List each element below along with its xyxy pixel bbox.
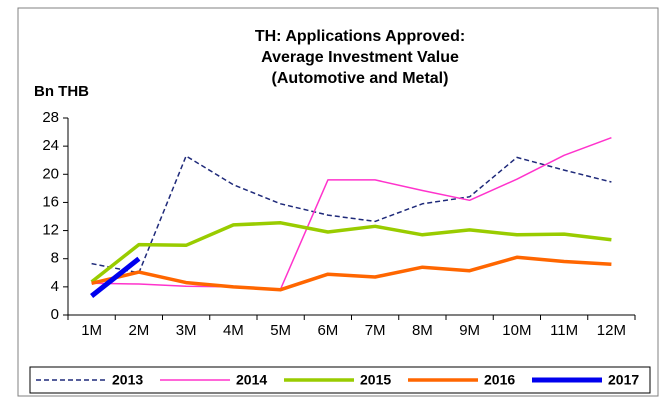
series-line bbox=[90, 256, 141, 298]
y-tick-label: 12 bbox=[42, 222, 59, 239]
x-tick-label: 4M bbox=[223, 322, 244, 339]
x-tick-label: 12M bbox=[597, 322, 626, 339]
x-tick-label: 8M bbox=[412, 322, 433, 339]
x-tick-label: 9M bbox=[459, 322, 480, 339]
series-line bbox=[91, 136, 612, 290]
y-tick-label: 16 bbox=[42, 193, 59, 210]
chart-title: TH: Applications Approved: bbox=[255, 28, 465, 45]
y-tick-label: 20 bbox=[42, 165, 59, 182]
legend-label: 2016 bbox=[484, 372, 515, 388]
x-tick-label: 10M bbox=[502, 322, 531, 339]
series-line bbox=[91, 255, 612, 292]
y-tick-label: 4 bbox=[51, 278, 59, 295]
x-tick-label: 1M bbox=[81, 322, 102, 339]
x-tick-label: 5M bbox=[270, 322, 291, 339]
chart-frame bbox=[17, 7, 659, 397]
series-line bbox=[90, 221, 612, 284]
x-tick-label: 11M bbox=[550, 322, 578, 339]
y-axis-label: Bn THB bbox=[34, 83, 89, 100]
y-tick-label: 0 bbox=[51, 306, 59, 323]
y-tick-label: 24 bbox=[42, 137, 59, 154]
legend-label: 2017 bbox=[608, 372, 639, 388]
legend-label: 2015 bbox=[360, 372, 391, 388]
x-tick-label: 6M bbox=[317, 322, 338, 339]
x-tick-label: 3M bbox=[176, 322, 197, 339]
series-line bbox=[91, 155, 612, 274]
legend-label: 2013 bbox=[112, 372, 143, 388]
x-tick-label: 7M bbox=[365, 322, 386, 339]
chart-title: (Automotive and Metal) bbox=[272, 70, 449, 87]
legend-label: 2014 bbox=[236, 372, 267, 388]
chart-title: Average Investment Value bbox=[261, 49, 459, 66]
y-tick-label: 28 bbox=[42, 109, 59, 126]
x-tick-label: 2M bbox=[128, 322, 149, 339]
y-tick-label: 8 bbox=[51, 250, 59, 267]
